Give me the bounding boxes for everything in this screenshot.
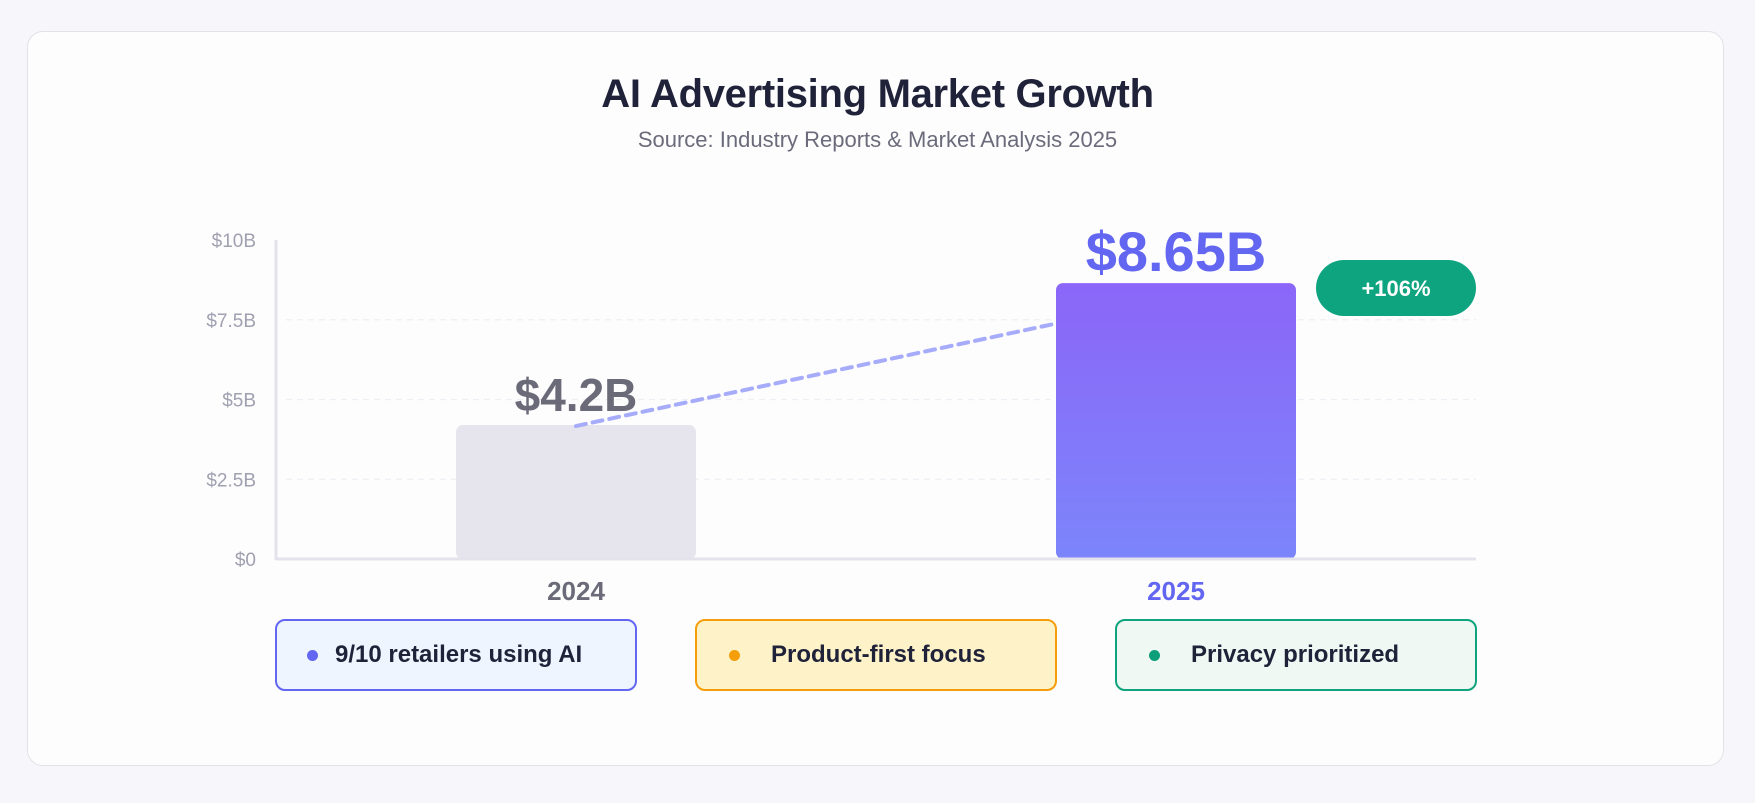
orange-dot-icon bbox=[729, 649, 740, 661]
trend-line bbox=[574, 321, 1057, 429]
bar-2025 bbox=[1056, 283, 1296, 559]
growth-badge bbox=[1316, 260, 1476, 316]
highlight-label: Privacy prioritized bbox=[1191, 641, 1400, 668]
y-tick-label: $2.5B bbox=[206, 470, 256, 491]
highlight-retailers-ai: 9/10 retailers using AI bbox=[275, 619, 637, 691]
y-tick-label: $7.5B bbox=[206, 311, 256, 332]
highlight-privacy: Privacy prioritized bbox=[1115, 619, 1477, 691]
green-dot-icon bbox=[1149, 649, 1160, 661]
highlight-product-first: Product-first focus bbox=[695, 619, 1057, 691]
y-tick-label: $5B bbox=[222, 391, 256, 412]
growth-badge-label: +106% bbox=[1361, 276, 1430, 301]
value-label-2025: $8.65B bbox=[1086, 220, 1267, 283]
x-tick-label: 2024 bbox=[547, 576, 605, 606]
chart-title: AI Advertising Market Growth bbox=[601, 72, 1154, 116]
value-label-2024: $4.2B bbox=[515, 369, 638, 421]
bar-2024 bbox=[456, 425, 696, 559]
y-tick-label: $10B bbox=[212, 231, 256, 252]
highlight-label: Product-first focus bbox=[771, 641, 986, 668]
y-tick-label: $0 bbox=[235, 550, 256, 571]
chart-subtitle: Source: Industry Reports & Market Analys… bbox=[637, 127, 1118, 152]
blue-dot-icon bbox=[307, 649, 318, 661]
highlight-label: 9/10 retailers using AI bbox=[335, 641, 583, 668]
x-tick-label: 2025 bbox=[1147, 576, 1205, 606]
